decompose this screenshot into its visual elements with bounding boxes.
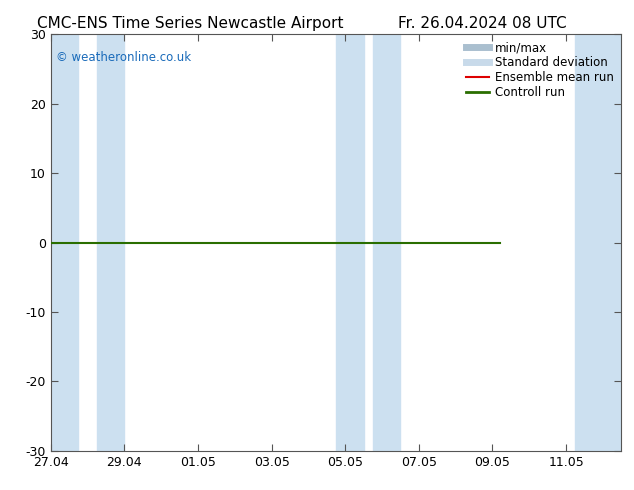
Legend: min/max, Standard deviation, Ensemble mean run, Controll run: min/max, Standard deviation, Ensemble me… bbox=[461, 37, 619, 103]
Bar bbox=[336, 34, 364, 451]
Text: © weatheronline.co.uk: © weatheronline.co.uk bbox=[56, 51, 191, 64]
Bar bbox=[575, 34, 621, 451]
Bar bbox=[97, 34, 124, 451]
Bar bbox=[51, 34, 79, 451]
Text: CMC-ENS Time Series Newcastle Airport: CMC-ENS Time Series Newcastle Airport bbox=[37, 16, 344, 31]
Text: Fr. 26.04.2024 08 UTC: Fr. 26.04.2024 08 UTC bbox=[398, 16, 566, 31]
Bar bbox=[373, 34, 401, 451]
